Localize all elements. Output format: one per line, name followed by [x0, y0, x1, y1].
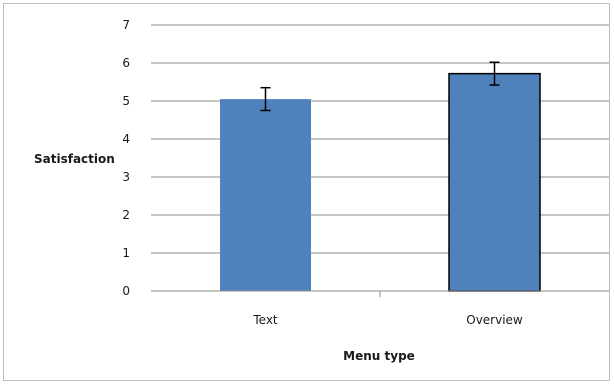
error-bars: [260, 61, 500, 112]
bars: [220, 72, 541, 292]
x-axis-label: Menu type: [343, 349, 415, 363]
x-tick-label: Overview: [466, 313, 523, 327]
x-tick-labels: Text Overview: [252, 313, 523, 327]
bar: [448, 72, 541, 292]
y-tick-labels: 0 1 2 3 4 5 6 7: [122, 18, 130, 298]
y-tick-label: 6: [122, 56, 130, 70]
y-tick-label: 2: [122, 208, 130, 222]
y-tick-label: 1: [122, 246, 130, 260]
y-tick-label: 7: [122, 18, 130, 32]
bar: [220, 99, 311, 291]
chart-frame: 0 1 2 3 4 5 6 7 Text Overview Satisfaction Menu …: [3, 3, 610, 381]
y-tick-label: 3: [122, 170, 130, 184]
x-tick-label: Text: [252, 313, 278, 327]
bar-chart: 0 1 2 3 4 5 6 7 Text Overview Satisfaction Menu …: [34, 18, 609, 363]
y-axis-label: Satisfaction: [34, 152, 115, 166]
y-tick-label: 5: [122, 94, 130, 108]
x-axis: [151, 290, 609, 297]
y-tick-label: 0: [122, 284, 130, 298]
y-tick-label: 4: [122, 132, 130, 146]
